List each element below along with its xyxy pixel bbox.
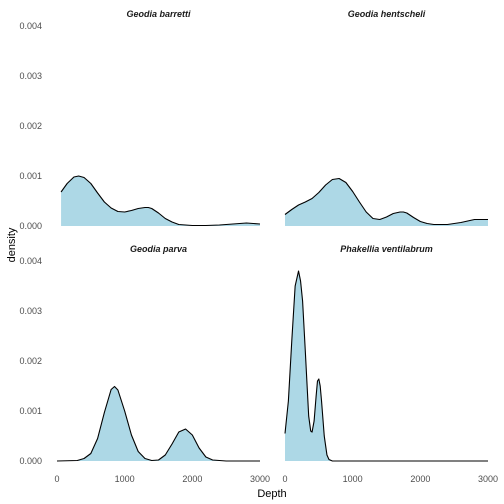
x-tick-label: 2000 (410, 474, 430, 484)
x-tick-label: 3000 (250, 474, 270, 484)
density-area-geodia-hentscheli (285, 178, 488, 226)
y-tick-label: 0.002 (19, 356, 42, 366)
x-tick-label: 3000 (478, 474, 498, 484)
panel-title-phakellia-ventilabrum: Phakellia ventilabrum (340, 244, 433, 254)
panel-title-geodia-barretti: Geodia barretti (126, 9, 191, 19)
density-line-geodia-hentscheli (284, 177, 488, 226)
density-area-phakellia-ventilabrum (285, 271, 488, 461)
density-line-phakellia-ventilabrum (284, 270, 488, 462)
y-tick-label: 0.004 (19, 256, 42, 266)
panel-title-geodia-hentscheli: Geodia hentscheli (348, 9, 426, 19)
y-tick-label: 0.002 (19, 121, 42, 131)
x-tick-label: 0 (282, 474, 287, 484)
x-tick-label: 1000 (115, 474, 135, 484)
y-tick-label: 0.001 (19, 171, 42, 181)
y-tick-label: 0.001 (19, 406, 42, 416)
y-axis-title: density (6, 227, 18, 262)
x-tick-label: 0 (54, 474, 59, 484)
y-tick-label: 0.003 (19, 71, 42, 81)
density-line-geodia-parva (56, 385, 260, 462)
y-tick-label: 0.003 (19, 306, 42, 316)
y-tick-label: 0.000 (19, 456, 42, 466)
density-area-geodia-barretti (61, 176, 261, 226)
x-tick-label: 2000 (182, 474, 202, 484)
density-area-geodia-parva (57, 386, 260, 461)
x-tick-label: 1000 (343, 474, 363, 484)
density-line-geodia-barretti (60, 175, 261, 227)
y-tick-label: 0.004 (19, 21, 42, 31)
x-axis-title: Depth (257, 488, 286, 500)
y-tick-label: 0.000 (19, 221, 42, 231)
panel-title-geodia-parva: Geodia parva (130, 244, 187, 254)
